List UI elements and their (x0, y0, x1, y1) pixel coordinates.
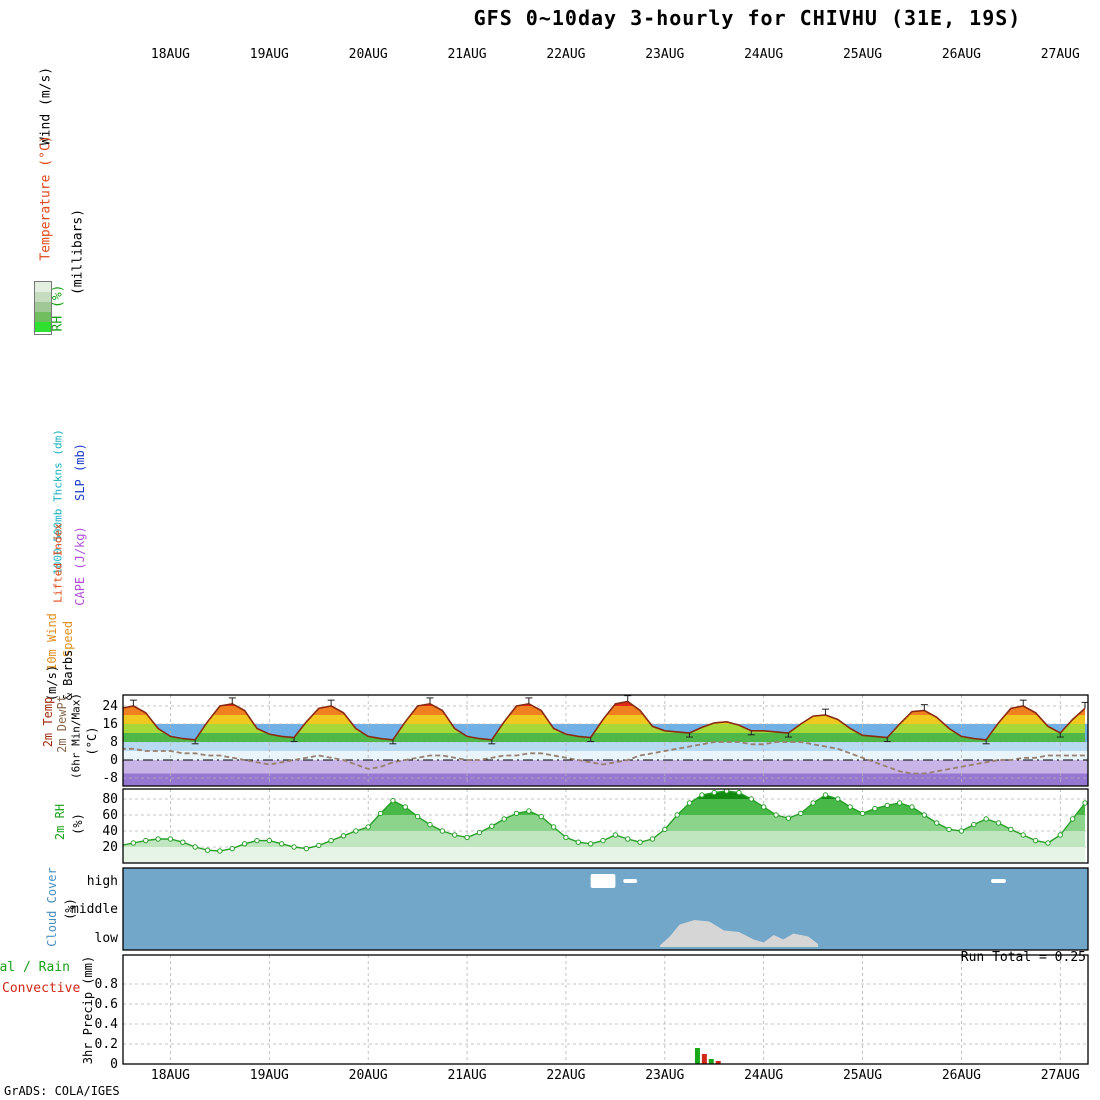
credit: GrADS: COLA/IGES (4, 1084, 120, 1098)
run-total: Run Total = 0.25 (960, 950, 1086, 965)
svg-text:0: 0 (110, 1057, 118, 1072)
svg-text:24AUG: 24AUG (744, 47, 783, 62)
axis-label-wind10: 10m Wind (45, 613, 59, 671)
svg-text:25AUG: 25AUG (843, 47, 882, 62)
chart-title: GFS 0~10day 3-hourly for CHIVHU (31E, 19… (473, 6, 1022, 30)
axis-label-temperature: Temperature (°C) (38, 135, 54, 261)
svg-text:26AUG: 26AUG (942, 1068, 981, 1083)
svg-text:16: 16 (102, 717, 118, 732)
svg-text:23AUG: 23AUG (645, 47, 684, 62)
svg-text:0: 0 (110, 753, 118, 768)
axis-label-wind-units: Wind (m/s) (38, 66, 54, 146)
svg-text:24: 24 (102, 699, 118, 714)
svg-text:25AUG: 25AUG (843, 1068, 882, 1083)
axis-label-rh: RH (%) (50, 284, 66, 332)
svg-text:21AUG: 21AUG (447, 1068, 486, 1083)
rh-colorbar (34, 281, 52, 335)
rh-colorbar-cell (35, 322, 51, 332)
axis-label-cloud-cover: Cloud Cover (45, 867, 59, 947)
svg-text:23AUG: 23AUG (645, 1068, 684, 1083)
axis-label-pct-rh: (%) (71, 813, 85, 835)
svg-text:80: 80 (102, 792, 118, 807)
svg-text:18AUG: 18AUG (151, 47, 190, 62)
svg-text:22AUG: 22AUG (546, 1068, 585, 1083)
svg-text:-8: -8 (102, 771, 118, 786)
axis-label-minmax: (6hr Min/Max) (69, 692, 83, 780)
svg-text:20AUG: 20AUG (349, 1068, 388, 1083)
axis-label-cape: CAPE (J/kg) (73, 526, 87, 606)
svg-text:18AUG: 18AUG (151, 1068, 190, 1083)
axis-label-rh2m: 2m RH (53, 803, 67, 841)
svg-text:20AUG: 20AUG (349, 47, 388, 62)
axis-label-total-rain: Total / Rain (0, 960, 70, 975)
svg-text:27AUG: 27AUG (1041, 1068, 1080, 1083)
axis-label-precip3: 3hr Precip (mm) (81, 955, 95, 1065)
svg-text:low: low (95, 931, 119, 946)
axis-label-convective: Convective (2, 981, 81, 996)
axis-label-degc: (°C) (85, 726, 99, 756)
rh-colorbar-cell (35, 282, 51, 292)
svg-text:middle: middle (71, 902, 118, 917)
axis-label-millibars: (millibars) (70, 208, 86, 296)
rh-colorbar-cell (35, 302, 51, 312)
svg-text:8: 8 (110, 735, 118, 750)
svg-text:20: 20 (102, 840, 118, 855)
svg-text:22AUG: 22AUG (546, 47, 585, 62)
svg-text:0.6: 0.6 (95, 997, 118, 1012)
svg-text:26AUG: 26AUG (942, 47, 981, 62)
svg-text:24AUG: 24AUG (744, 1068, 783, 1083)
svg-text:0.8: 0.8 (95, 977, 118, 992)
svg-text:21AUG: 21AUG (447, 47, 486, 62)
axis-label-t2m: 2m Temp (41, 696, 55, 748)
rh-colorbar-cell (35, 312, 51, 322)
svg-text:high: high (87, 874, 118, 889)
svg-text:27AUG: 27AUG (1041, 47, 1080, 62)
svg-text:19AUG: 19AUG (250, 1068, 289, 1083)
axis-label-lifted-index: Lifted Index (51, 523, 65, 603)
axis-label-slp: SLP (mb) (73, 443, 87, 501)
svg-text:19AUG: 19AUG (250, 47, 289, 62)
svg-text:60: 60 (102, 808, 118, 823)
axis-label-dp2m: 2m DewPt (55, 695, 69, 753)
svg-text:40: 40 (102, 824, 118, 839)
svg-text:0.4: 0.4 (95, 1017, 119, 1032)
svg-text:0.2: 0.2 (95, 1037, 118, 1052)
axis-label-pct-cloud: (%) (63, 898, 77, 920)
rh-colorbar-cell (35, 292, 51, 302)
